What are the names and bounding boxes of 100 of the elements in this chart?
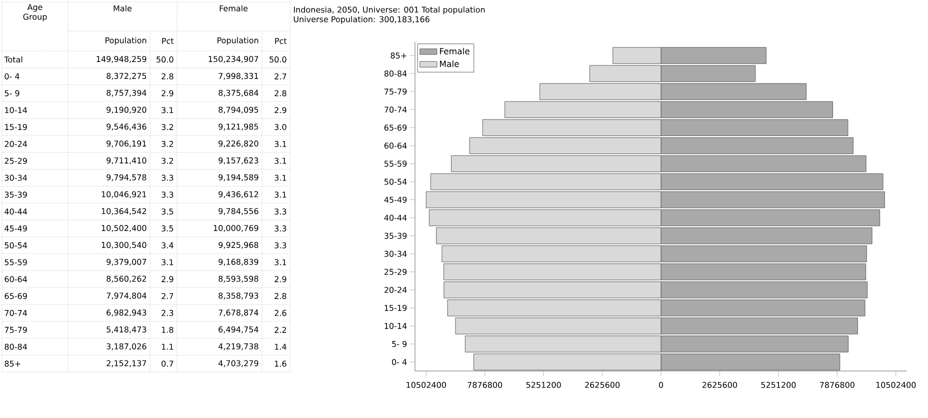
x-tick-label: 7876800	[820, 382, 854, 388]
data-label: 3.3	[274, 208, 286, 215]
data-label: 10,364,542	[102, 208, 146, 215]
category-label: 20-24	[4, 140, 27, 147]
category-label: 80-84	[4, 344, 27, 350]
data-label: 3.1	[162, 107, 174, 114]
text: Female	[220, 5, 248, 12]
data-label: 2.9	[274, 107, 286, 114]
data-label: 1.4	[274, 344, 286, 350]
data-label: 3.1	[162, 259, 174, 266]
y-tick-label: 20-24	[384, 286, 407, 293]
data-label: 3.5	[162, 225, 174, 232]
data-label: 1.8	[162, 326, 174, 333]
category-label: 0- 4	[4, 73, 20, 80]
data-label: 4,219,738	[218, 343, 258, 350]
data-label: 7,678,874	[218, 310, 258, 316]
text: Population	[218, 37, 258, 45]
y-tick-label: 5- 9	[392, 340, 407, 347]
data-label: 8,794,095	[218, 106, 258, 114]
data-label: 3.2	[162, 158, 174, 164]
category-label: 30-34	[4, 174, 27, 181]
data-label: 2.3	[162, 310, 174, 316]
y-tick-label: 80-84	[384, 70, 407, 77]
data-label: 9,121,985	[218, 124, 258, 130]
y-tick-label: 30-34	[384, 250, 407, 257]
data-label: 9,706,191	[106, 140, 146, 148]
data-label: 9,436,612	[218, 191, 258, 198]
data-label: 0.7	[162, 360, 174, 367]
x-tick-label: 2625600	[702, 382, 737, 388]
y-tick-label: 85+	[390, 52, 406, 59]
x-tick-label: 7876800	[468, 382, 502, 388]
data-label: 1.1	[162, 344, 174, 350]
y-tick-label: 0- 4	[392, 358, 407, 366]
data-label: 3.4	[162, 242, 174, 248]
data-label: 50.0	[270, 56, 286, 62]
data-label: 9,546,436	[106, 124, 146, 130]
x-tick-label: 10502400	[876, 382, 916, 388]
text: Population	[106, 37, 146, 45]
y-tick-label: 55-59	[384, 160, 407, 167]
data-label: 3.1	[274, 158, 286, 164]
data-label: 2.9	[162, 276, 174, 282]
data-label: 3.3	[162, 174, 174, 181]
data-label: 8,358,793	[218, 292, 258, 300]
data-label: 150,234,907	[208, 56, 258, 63]
category-label: 35-39	[4, 192, 27, 198]
category-label: 45-49	[4, 225, 27, 232]
data-label: 10,300,540	[102, 242, 146, 249]
category-label: 55-59	[4, 259, 27, 266]
category-label: 5- 9	[4, 90, 20, 96]
data-label: 7,974,804	[106, 292, 146, 300]
category-label: 25-29	[4, 158, 27, 164]
data-label: 4,703,279	[218, 360, 258, 368]
data-label: 9,157,623	[218, 157, 258, 164]
legend-label: Male	[440, 60, 459, 68]
data-label: 3.5	[162, 208, 174, 215]
data-label: 8,560,262	[106, 276, 146, 283]
data-label: 3,187,026	[106, 343, 146, 350]
data-label: 3.0	[274, 124, 286, 130]
category-label: 70-74	[4, 310, 27, 316]
data-label: 9,925,968	[218, 242, 258, 249]
text: Age Group	[23, 4, 47, 22]
category-label: 10-14	[5, 107, 27, 114]
data-label: 9,168,839	[218, 258, 258, 266]
data-label: 10,046,921	[102, 191, 146, 198]
data-label: 2.8	[274, 90, 286, 96]
data-label: 8,372,275	[106, 72, 146, 80]
category-label: 75-79	[4, 326, 27, 333]
data-label: 10,502,400	[102, 225, 146, 232]
data-label: 3.3	[162, 192, 174, 198]
data-label: 2.7	[274, 73, 286, 80]
y-tick-label: 10-14	[384, 322, 407, 329]
data-label: 2.7	[162, 293, 174, 300]
category-label: 15-19	[5, 124, 27, 130]
x-tick-label: 5251200	[526, 382, 561, 388]
data-label: 9,226,820	[218, 140, 258, 148]
data-label: 2.8	[162, 73, 174, 80]
y-tick-label: 35-39	[384, 232, 407, 239]
y-tick-label: 25-29	[384, 268, 407, 275]
category-label: 65-69	[4, 293, 27, 300]
data-label: 3.1	[274, 259, 286, 266]
y-tick-label: 40-44	[384, 214, 407, 221]
data-label: 2.2	[274, 326, 286, 333]
data-label: 9,794,578	[106, 174, 146, 182]
category-label: 50-54	[4, 242, 27, 248]
y-tick-label: 15-19	[384, 304, 407, 311]
category-label: 40-44	[4, 208, 27, 215]
data-label: 9,711,410	[106, 157, 146, 164]
y-tick-label: 45-49	[384, 196, 407, 203]
chart-subtitle: Universe Population: 300,183,166	[294, 16, 430, 24]
data-label: 50.0	[156, 56, 174, 62]
data-label: 2.9	[274, 276, 286, 282]
data-label: 3.3	[274, 225, 286, 232]
data-label: 9,194,589	[218, 174, 258, 182]
y-tick-label: 65-69	[384, 124, 407, 131]
x-tick-label: 10502400	[406, 382, 446, 388]
legend-label: Female	[440, 48, 470, 54]
y-tick-label: 75-79	[384, 88, 407, 95]
data-label: 2.6	[274, 310, 286, 316]
text: Male	[114, 5, 132, 12]
data-label: 5,418,473	[106, 326, 146, 334]
